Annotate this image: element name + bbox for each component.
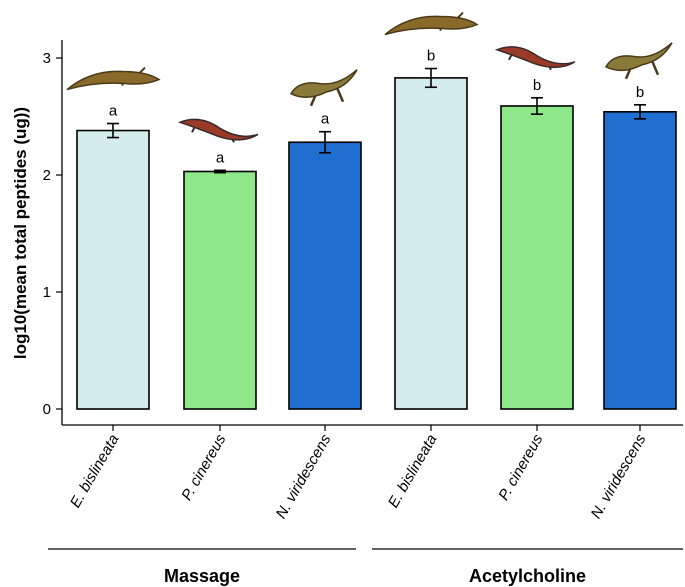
salamander-icon <box>494 46 576 71</box>
x-tick-label: N. viridescens <box>273 431 335 522</box>
salamander-icon <box>384 11 479 36</box>
significance-letter: a <box>216 149 225 166</box>
bar <box>76 129 150 410</box>
y-tick-label: 2 <box>43 167 51 184</box>
salamander-icon <box>66 66 161 91</box>
x-tick-label: N. viridescens <box>588 431 650 522</box>
bar <box>603 111 677 410</box>
y-axis-label: log10(mean total peptides (ug)) <box>11 107 30 359</box>
salamander-icon <box>604 42 673 80</box>
significance-letter: b <box>427 48 435 65</box>
bar <box>500 105 574 410</box>
y-tick-label: 1 <box>43 284 51 301</box>
bar <box>394 77 468 410</box>
salamander-icon <box>289 69 358 107</box>
x-tick-label: E. bislineata <box>67 432 123 511</box>
significance-letter: a <box>109 103 118 120</box>
plot-area: 0 1 2 3 a E. bislineata a P. cinereus a N. viride… <box>43 11 683 586</box>
x-tick-label: P. cinereus <box>178 431 230 503</box>
salamander-icon <box>177 118 259 143</box>
group-label-massage: Massage <box>164 566 240 586</box>
y-tick-label: 0 <box>43 401 51 418</box>
significance-letter: b <box>636 84 644 101</box>
significance-letter: a <box>321 111 330 128</box>
bar <box>183 170 257 410</box>
x-tick-label: P. cinereus <box>495 431 547 503</box>
significance-letter: b <box>533 77 541 94</box>
group-label-acetylcholine: Acetylcholine <box>469 566 586 586</box>
x-tick-label: E. bislineata <box>385 432 441 511</box>
y-tick-label: 3 <box>43 50 51 67</box>
bar <box>288 141 362 410</box>
